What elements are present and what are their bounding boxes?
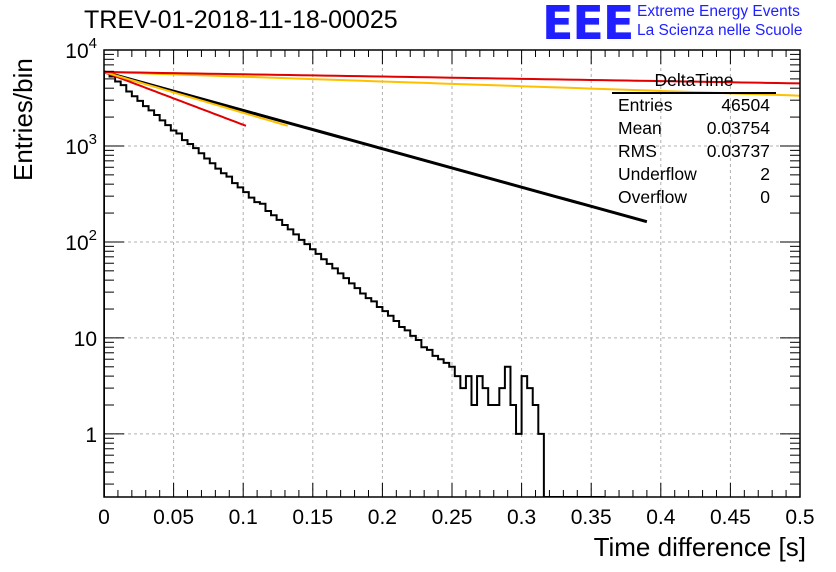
y-tick-label: 102 xyxy=(65,227,97,255)
x-tick-label: 0.05 xyxy=(153,506,194,529)
x-tick-label: 0.4 xyxy=(646,506,676,529)
chart-title: TREV-01-2018-11-18-00025 xyxy=(84,6,398,34)
logo-line1: Extreme Energy Events xyxy=(637,3,800,20)
logo-mark: EEE xyxy=(542,0,634,50)
stats-row: Underflow 2 xyxy=(612,163,782,186)
x-tick-label: 0.45 xyxy=(710,506,751,529)
y-tick-label: 10 xyxy=(74,328,97,351)
stats-label: RMS xyxy=(618,141,657,161)
histogram-bins xyxy=(104,70,606,497)
stats-label: Entries xyxy=(618,95,673,115)
stats-box-title: DeltaTime xyxy=(612,70,776,94)
stats-value: 46504 xyxy=(721,95,770,115)
stats-value: 0.03737 xyxy=(706,141,770,161)
y-tick-label: 103 xyxy=(65,131,97,159)
stats-box: DeltaTime Entries 46504 Mean 0.03754 RMS 0.… xyxy=(612,70,782,209)
x-tick-label: 0 xyxy=(98,506,110,529)
stats-row: RMS 0.03737 xyxy=(612,140,782,163)
x-axis-label: Time difference [s] xyxy=(593,532,806,562)
stats-label: Overflow xyxy=(618,187,688,207)
stats-label: Underflow xyxy=(618,164,697,184)
series-line-orange-steep xyxy=(104,71,289,127)
series-line-fit xyxy=(104,70,648,224)
stats-row: Entries 46504 xyxy=(612,94,782,117)
y-tick-label: 1 xyxy=(85,424,97,447)
y-tick-label: 104 xyxy=(65,35,97,63)
x-tick-label: 0.25 xyxy=(432,506,473,529)
x-tick-label: 0.5 xyxy=(785,506,814,529)
stats-row: Overflow 0 xyxy=(612,186,782,209)
stats-value: 2 xyxy=(760,164,770,184)
logo-line2: La Scienza nelle Scuole xyxy=(637,22,803,39)
x-tick-label: 0.35 xyxy=(571,506,612,529)
stats-label: Mean xyxy=(618,118,662,138)
series-line-red-steep xyxy=(104,71,247,127)
y-axis-label: Entries/bin xyxy=(8,58,38,181)
x-tick-label: 0.1 xyxy=(229,506,258,529)
x-tick-label: 0.2 xyxy=(368,506,397,529)
stats-value: 0.03754 xyxy=(706,118,770,138)
x-tick-label: 0.3 xyxy=(507,506,536,529)
series-line-red-shallow xyxy=(104,70,800,85)
stats-value: 0 xyxy=(760,187,770,207)
stats-row: Mean 0.03754 xyxy=(612,117,782,140)
x-tick-label: 0.15 xyxy=(292,506,333,529)
series-line-orange-shallow xyxy=(104,70,800,97)
